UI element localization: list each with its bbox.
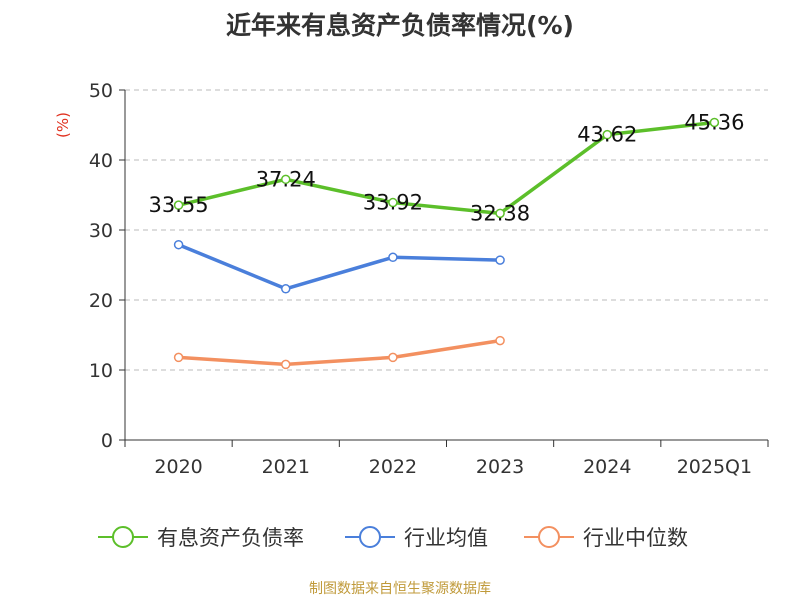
data-point (388, 252, 398, 263)
x-tick-label: 2025Q1 (677, 456, 752, 478)
series-line-2 (177, 243, 501, 291)
data-label: 32.38 (470, 201, 530, 225)
x-tick-label: 2024 (583, 456, 631, 478)
legend-label: 有息资产负债率 (157, 526, 304, 550)
y-tick-label: 50 (89, 80, 113, 102)
y-axis-label: (%) (54, 112, 72, 138)
y-tick-label: 40 (89, 150, 113, 172)
legend-label: 行业均值 (404, 526, 488, 550)
data-point (495, 255, 505, 265)
series-line-3 (178, 338, 501, 367)
data-point (173, 200, 184, 210)
legend-label: 行业中位数 (583, 526, 688, 550)
data-point (173, 239, 184, 250)
legend-marker (112, 526, 134, 548)
legend-marker (538, 526, 560, 548)
y-tick-label: 30 (89, 220, 113, 242)
data-point (281, 359, 291, 370)
x-tick-label: 2022 (369, 456, 417, 478)
data-label: 33.55 (149, 193, 209, 217)
data-point (602, 129, 612, 140)
data-label: 45.36 (684, 110, 744, 134)
y-tick-label: 20 (89, 290, 113, 312)
data-point (281, 284, 291, 294)
data-point (388, 352, 398, 363)
legend-marker (359, 526, 381, 548)
data-point (173, 352, 184, 363)
data-point (388, 197, 398, 208)
x-tick-label: 2020 (154, 456, 202, 478)
y-tick-label: 0 (101, 430, 113, 452)
y-tick-label: 10 (89, 360, 113, 382)
data-label: 37.24 (256, 167, 316, 191)
series-line-1 (178, 120, 715, 216)
data-label: 33.92 (363, 191, 423, 215)
data-point (495, 335, 505, 346)
data-point (709, 117, 720, 128)
source-note: 制图数据来自恒生聚源数据库 (309, 581, 491, 597)
data-point (495, 208, 505, 219)
x-tick-label: 2021 (262, 456, 310, 478)
data-label: 43.62 (577, 123, 637, 147)
chart-title: 近年来有息资产负债率情况(%) (226, 11, 574, 40)
x-tick-label: 2023 (476, 456, 524, 478)
data-point (281, 174, 291, 185)
